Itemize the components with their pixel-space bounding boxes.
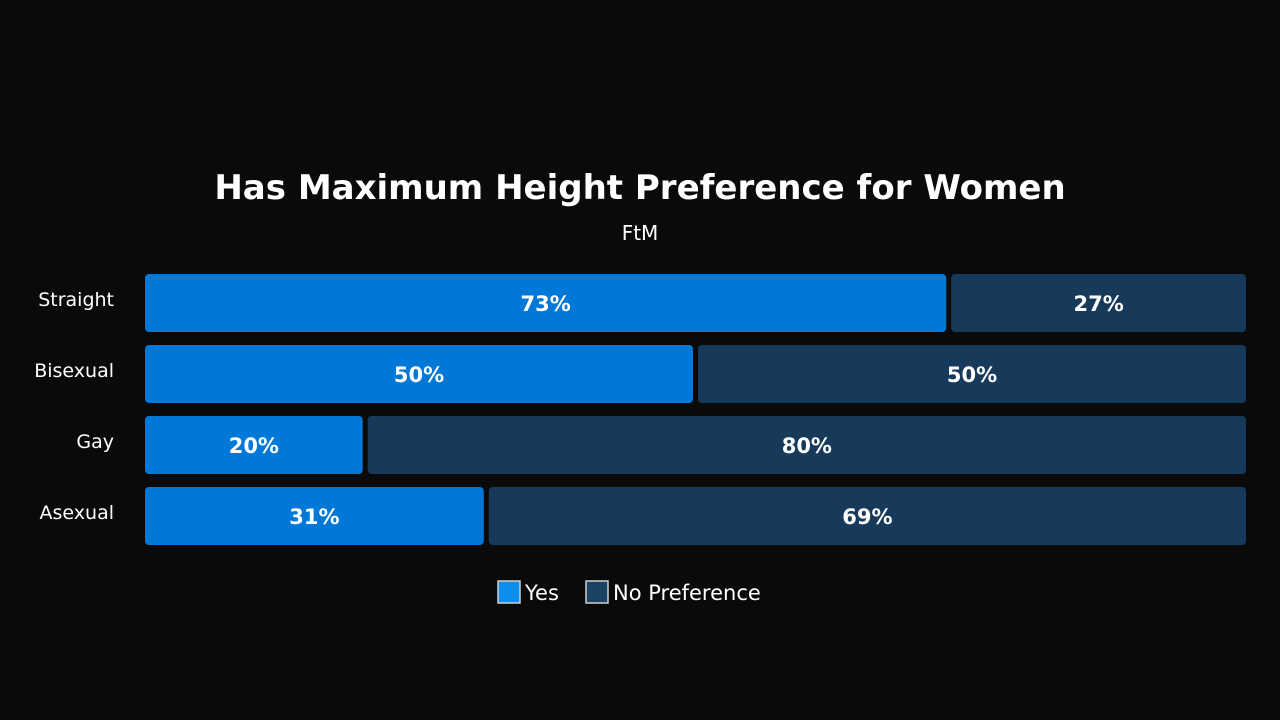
bar-label-asexual-no-preference: 69% (842, 505, 892, 529)
bar-bisexual-yes (145, 345, 693, 403)
bars-group: Straight 73% 27% Bisexual 50% 50% Gay 20% 80% Ase… (34, 274, 1246, 545)
chart-title: Has Maximum Height Preference for Women (214, 168, 1065, 208)
bar-label-bisexual-no-preference: 50% (947, 363, 997, 387)
legend-label-yes: Yes (524, 581, 559, 605)
category-label-asexual: Asexual (40, 502, 114, 524)
legend-label-no-preference: No Preference (613, 581, 761, 605)
category-label-bisexual: Bisexual (34, 360, 114, 382)
bar-gay-yes (145, 416, 363, 474)
bar-label-straight-yes: 73% (520, 292, 570, 316)
bar-asexual-yes (145, 487, 484, 545)
bar-label-straight-no-preference: 27% (1073, 292, 1123, 316)
chart-subtitle: FtM (622, 221, 659, 245)
bar-label-gay-no-preference: 80% (782, 434, 832, 458)
category-label-straight: Straight (38, 289, 114, 311)
category-label-gay: Gay (76, 431, 114, 453)
bar-label-bisexual-yes: 50% (394, 363, 444, 387)
legend-swatch-yes (497, 580, 521, 604)
legend-swatch-no-preference (585, 580, 609, 604)
bar-bisexual-no-preference (698, 345, 1246, 403)
bar-asexual-no-preference (488, 487, 1246, 545)
legend: Yes No Preference (497, 580, 761, 605)
bar-label-gay-yes: 20% (229, 434, 279, 458)
bar-straight-yes (145, 274, 947, 332)
bar-label-asexual-yes: 31% (289, 505, 339, 529)
bar-gay-no-preference (367, 416, 1246, 474)
bar-straight-no-preference (951, 274, 1246, 332)
